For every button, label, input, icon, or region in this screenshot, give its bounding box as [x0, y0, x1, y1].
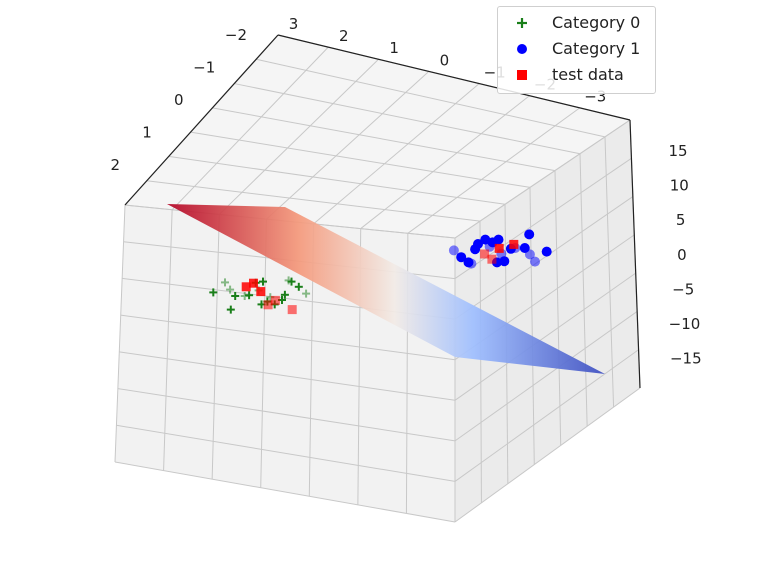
z-tick-label: 10: [670, 177, 689, 195]
legend-label: Category 0: [552, 13, 641, 32]
x-tick-label: 1: [389, 39, 399, 57]
y-tick-label: −1: [193, 59, 215, 77]
category-0-point: [287, 277, 296, 286]
test-data-point: [241, 282, 251, 292]
category-0-point: [294, 282, 303, 291]
category-1-point: [541, 246, 552, 257]
test-data-point: [249, 278, 258, 288]
category-1-point: [448, 245, 459, 256]
y-tick-label: 0: [174, 91, 184, 109]
legend-label: Category 1: [552, 39, 641, 58]
legend-item-category-0: Category 0: [498, 11, 653, 35]
test-data-point: [263, 300, 273, 310]
category-1-point: [456, 252, 467, 263]
z-tick-label: −10: [669, 315, 701, 333]
axis-edges: [124, 34, 641, 389]
category-1-point: [480, 234, 491, 245]
category-0-point: [302, 289, 311, 298]
category-1-point: [530, 256, 540, 267]
z-tick-label: 5: [676, 211, 686, 229]
y-tick-label: 2: [110, 156, 120, 174]
pane-top: [125, 35, 630, 238]
category-0-point: [280, 290, 289, 299]
test-data-point: [509, 239, 519, 249]
square-marker-icon: [516, 69, 528, 81]
points-front: [209, 239, 519, 315]
circle-marker-icon: [516, 43, 528, 55]
z-tick-label: −5: [672, 280, 694, 298]
test-data-point: [480, 249, 490, 259]
test-data-point: [270, 295, 280, 305]
z-tick-label: −15: [670, 350, 702, 368]
category-0-point: [231, 292, 240, 300]
category-0-point: [240, 292, 249, 300]
legend-label: test data: [552, 65, 624, 84]
category-1-point: [524, 229, 535, 240]
plus-marker-icon: [516, 17, 528, 29]
test-data-point: [487, 254, 497, 264]
test-data-point: [494, 243, 504, 253]
legend: Category 0 Category 1 test data: [497, 6, 656, 94]
category-1-point: [463, 257, 474, 268]
decision-surface: [167, 204, 605, 374]
z-tick-label: 15: [668, 142, 687, 160]
legend-item-test-data: test data: [498, 63, 653, 87]
category-0-point: [209, 288, 218, 297]
z-tick-label: 0: [677, 246, 687, 264]
category-0-point: [221, 278, 229, 287]
x-tick-label: 2: [339, 27, 349, 45]
y-tick-label: −2: [225, 26, 247, 44]
x-tick-label: 3: [289, 15, 299, 33]
category-0-point: [226, 305, 235, 314]
x-tick-label: 0: [440, 51, 450, 69]
test-data-point: [256, 287, 266, 297]
y-tick-label: 1: [142, 124, 152, 142]
category-0-point: [259, 277, 267, 286]
category-1-point: [493, 234, 504, 245]
category-0-point: [226, 285, 235, 294]
category-1-point: [470, 244, 481, 255]
category-1-point: [524, 249, 535, 260]
test-data-point: [287, 305, 297, 315]
points-behind: [448, 229, 552, 269]
legend-item-category-1: Category 1: [498, 37, 653, 61]
